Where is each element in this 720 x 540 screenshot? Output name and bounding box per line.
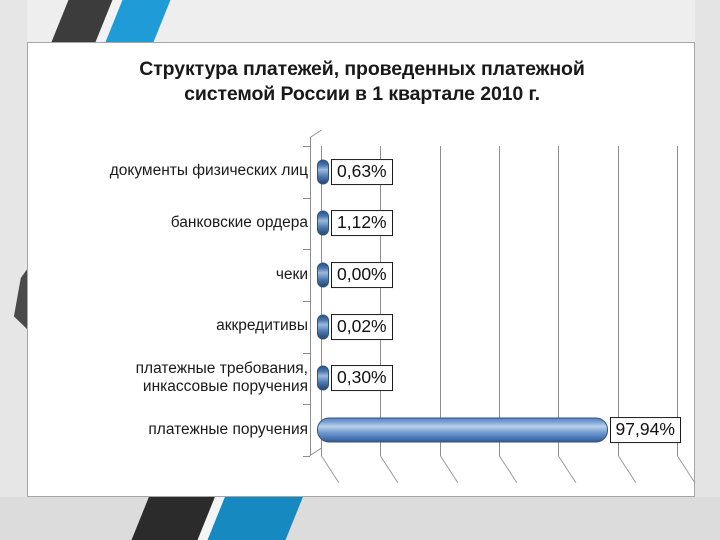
category-label: банковские ордера xyxy=(170,214,308,231)
chart-panel: Структура платежей, проведенных платежно… xyxy=(27,42,696,497)
category-tick xyxy=(303,301,310,302)
axis-floor-tick xyxy=(439,455,459,484)
bar[interactable] xyxy=(317,365,329,391)
axis-floor-tick xyxy=(321,455,340,484)
gridline xyxy=(321,146,322,456)
category-label-wrapper: чеки xyxy=(46,249,308,301)
category-tick xyxy=(303,404,310,406)
category-axis-labels: документы физических лиц банковские ордер… xyxy=(46,146,308,456)
background-band-bottom xyxy=(0,497,720,540)
bar-row[interactable]: 0,63% xyxy=(317,146,677,198)
data-label: 0,00% xyxy=(331,262,393,289)
gridline xyxy=(677,146,678,456)
category-axis xyxy=(303,129,323,465)
gridline xyxy=(439,146,441,456)
bar-row[interactable]: 0,00% xyxy=(317,249,677,301)
category-tick xyxy=(303,456,310,457)
chart-title-line-2: системой России в 1 квартале 2010 г. xyxy=(184,82,540,105)
axis-floor-tick xyxy=(617,455,637,484)
axis-floor-tick xyxy=(677,455,696,484)
bar-row[interactable]: 0,30% xyxy=(317,353,677,405)
axis-line xyxy=(310,137,311,456)
bar[interactable] xyxy=(317,159,329,185)
category-label: платежные требования, инкассовые поручен… xyxy=(135,359,308,396)
bar[interactable] xyxy=(317,210,329,236)
gridline xyxy=(499,146,500,456)
bar[interactable] xyxy=(317,262,329,288)
category-label-wrapper: документы физических лиц xyxy=(46,146,308,198)
category-label-wrapper: платежные поручения xyxy=(46,404,308,456)
axis-depth-edge-top xyxy=(309,129,323,138)
bar-row[interactable]: 1,12% xyxy=(317,198,677,250)
category-label: аккредитивы xyxy=(216,317,308,335)
data-label: 0,02% xyxy=(331,313,393,340)
axis-floor-tick xyxy=(499,455,518,484)
data-label: 97,94% xyxy=(609,417,681,444)
gridline xyxy=(380,146,382,456)
category-tick xyxy=(303,197,310,199)
bar-row[interactable]: 0,02% xyxy=(317,301,677,353)
axis-floor-tick xyxy=(380,455,399,484)
category-label-wrapper: платежные требования, инкассовые поручен… xyxy=(46,353,308,405)
bar[interactable] xyxy=(317,417,608,443)
chart-title: Структура платежей, проведенных платежно… xyxy=(28,57,696,106)
category-label: документы физических лиц xyxy=(109,162,308,180)
gridline xyxy=(617,146,619,456)
axis-floor-tick xyxy=(558,455,577,484)
category-label-wrapper: банковские ордера xyxy=(46,198,308,250)
data-label: 0,30% xyxy=(331,365,393,392)
bar[interactable] xyxy=(317,314,329,340)
background-band-left xyxy=(0,0,27,540)
data-label: 0,63% xyxy=(331,158,393,185)
category-tick xyxy=(303,249,310,251)
plot-area: 0,63% 1,12% 0,00% 0,02% 0,30% 97,94% xyxy=(303,129,696,484)
category-tick xyxy=(303,352,310,354)
chart-title-line-1: Структура платежей, проведенных платежно… xyxy=(139,58,585,80)
gridline xyxy=(558,146,560,456)
category-label-wrapper: аккредитивы xyxy=(46,301,308,353)
background-band-right xyxy=(695,0,720,540)
data-label: 1,12% xyxy=(331,210,393,237)
bar-row[interactable]: 97,94% xyxy=(317,404,681,456)
category-label: чеки xyxy=(275,265,308,283)
category-tick xyxy=(303,146,310,147)
category-label: платежные поручения xyxy=(148,420,308,438)
